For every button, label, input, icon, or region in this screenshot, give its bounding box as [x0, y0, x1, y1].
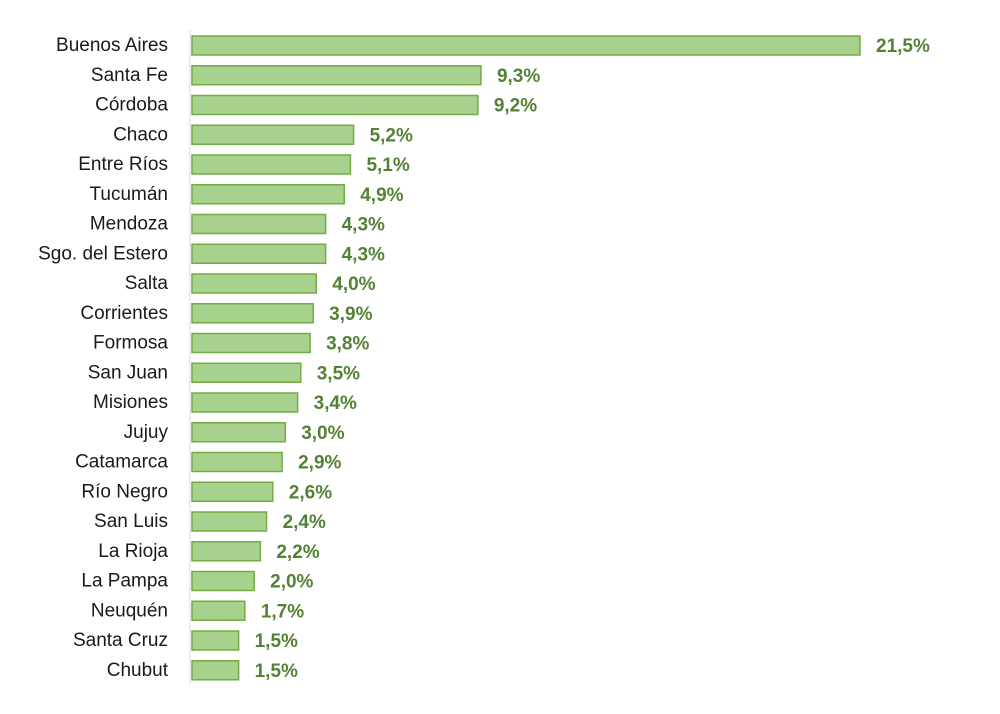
- bar: [191, 362, 302, 383]
- value-label: 3,4%: [314, 393, 357, 414]
- category-label: Neuquén: [91, 600, 168, 621]
- value-label: 3,9%: [329, 304, 372, 325]
- value-label: 2,0%: [270, 572, 313, 593]
- category-label: Misiones: [93, 392, 168, 413]
- value-label: 4,3%: [342, 244, 385, 265]
- bar: [191, 124, 355, 145]
- category-label: Formosa: [93, 333, 168, 354]
- value-label: 2,2%: [276, 542, 319, 563]
- bar: [191, 541, 262, 562]
- value-label: 3,5%: [317, 363, 360, 384]
- category-label: Santa Cruz: [73, 630, 168, 651]
- value-label: 5,1%: [366, 155, 409, 176]
- value-label: 21,5%: [876, 36, 930, 57]
- bar: [191, 511, 268, 532]
- category-label: Mendoza: [90, 214, 169, 235]
- value-label: 1,5%: [255, 631, 298, 652]
- category-label: Chaco: [113, 124, 168, 145]
- bar: [191, 600, 246, 621]
- bar: [191, 451, 283, 473]
- bar: [191, 630, 240, 651]
- category-label: Río Negro: [81, 481, 168, 502]
- value-label: 4,9%: [360, 185, 403, 206]
- bar: [191, 35, 861, 56]
- category-label: Buenos Aires: [56, 35, 168, 56]
- value-label: 1,7%: [261, 601, 304, 622]
- category-label: Tucumán: [90, 184, 169, 205]
- bar: [191, 273, 318, 294]
- bar: [191, 65, 482, 86]
- bar: [191, 332, 311, 354]
- value-label: 2,4%: [283, 512, 326, 533]
- bar: [191, 184, 345, 205]
- category-labels-group: Buenos Aires Santa Fe Córdoba Chaco Entre Rí…: [38, 35, 169, 681]
- category-label: Sgo. del Estero: [38, 243, 168, 264]
- value-label: 9,3%: [497, 66, 540, 87]
- category-label: Catamarca: [75, 452, 168, 473]
- value-label: 3,8%: [326, 334, 369, 355]
- value-label: 5,2%: [370, 125, 413, 146]
- value-label: 4,0%: [332, 274, 375, 295]
- bar: [191, 213, 327, 235]
- bar: [191, 481, 274, 502]
- value-label: 2,9%: [298, 453, 341, 474]
- bar: [191, 303, 314, 324]
- category-label: San Juan: [88, 362, 168, 383]
- category-label: Entre Ríos: [78, 154, 168, 175]
- category-label: La Pampa: [81, 571, 168, 592]
- category-label: Córdoba: [95, 95, 168, 116]
- value-label: 1,5%: [255, 661, 298, 682]
- bars-group: [191, 35, 861, 681]
- value-label: 2,6%: [289, 482, 332, 503]
- bar: [191, 243, 327, 264]
- category-label: Corrientes: [80, 303, 168, 324]
- category-label: San Luis: [94, 511, 168, 532]
- category-label: La Rioja: [98, 541, 168, 562]
- category-label: Chubut: [107, 660, 169, 681]
- bar: [191, 392, 299, 413]
- bar: [191, 94, 479, 116]
- value-label: 3,0%: [301, 423, 344, 444]
- value-labels-group: 21,5% 9,3% 9,2% 5,2% 5,1% 4,9% 4,3% 4,3% 4,0% 3,9…: [255, 36, 930, 682]
- value-label: 9,2%: [494, 96, 537, 117]
- category-label: Salta: [125, 273, 169, 294]
- bar: [191, 422, 286, 443]
- category-label: Jujuy: [124, 422, 169, 443]
- bar: [191, 570, 255, 592]
- bar: [191, 660, 240, 681]
- category-label: Santa Fe: [91, 65, 168, 86]
- bar: [191, 154, 352, 175]
- value-label: 4,3%: [342, 215, 385, 236]
